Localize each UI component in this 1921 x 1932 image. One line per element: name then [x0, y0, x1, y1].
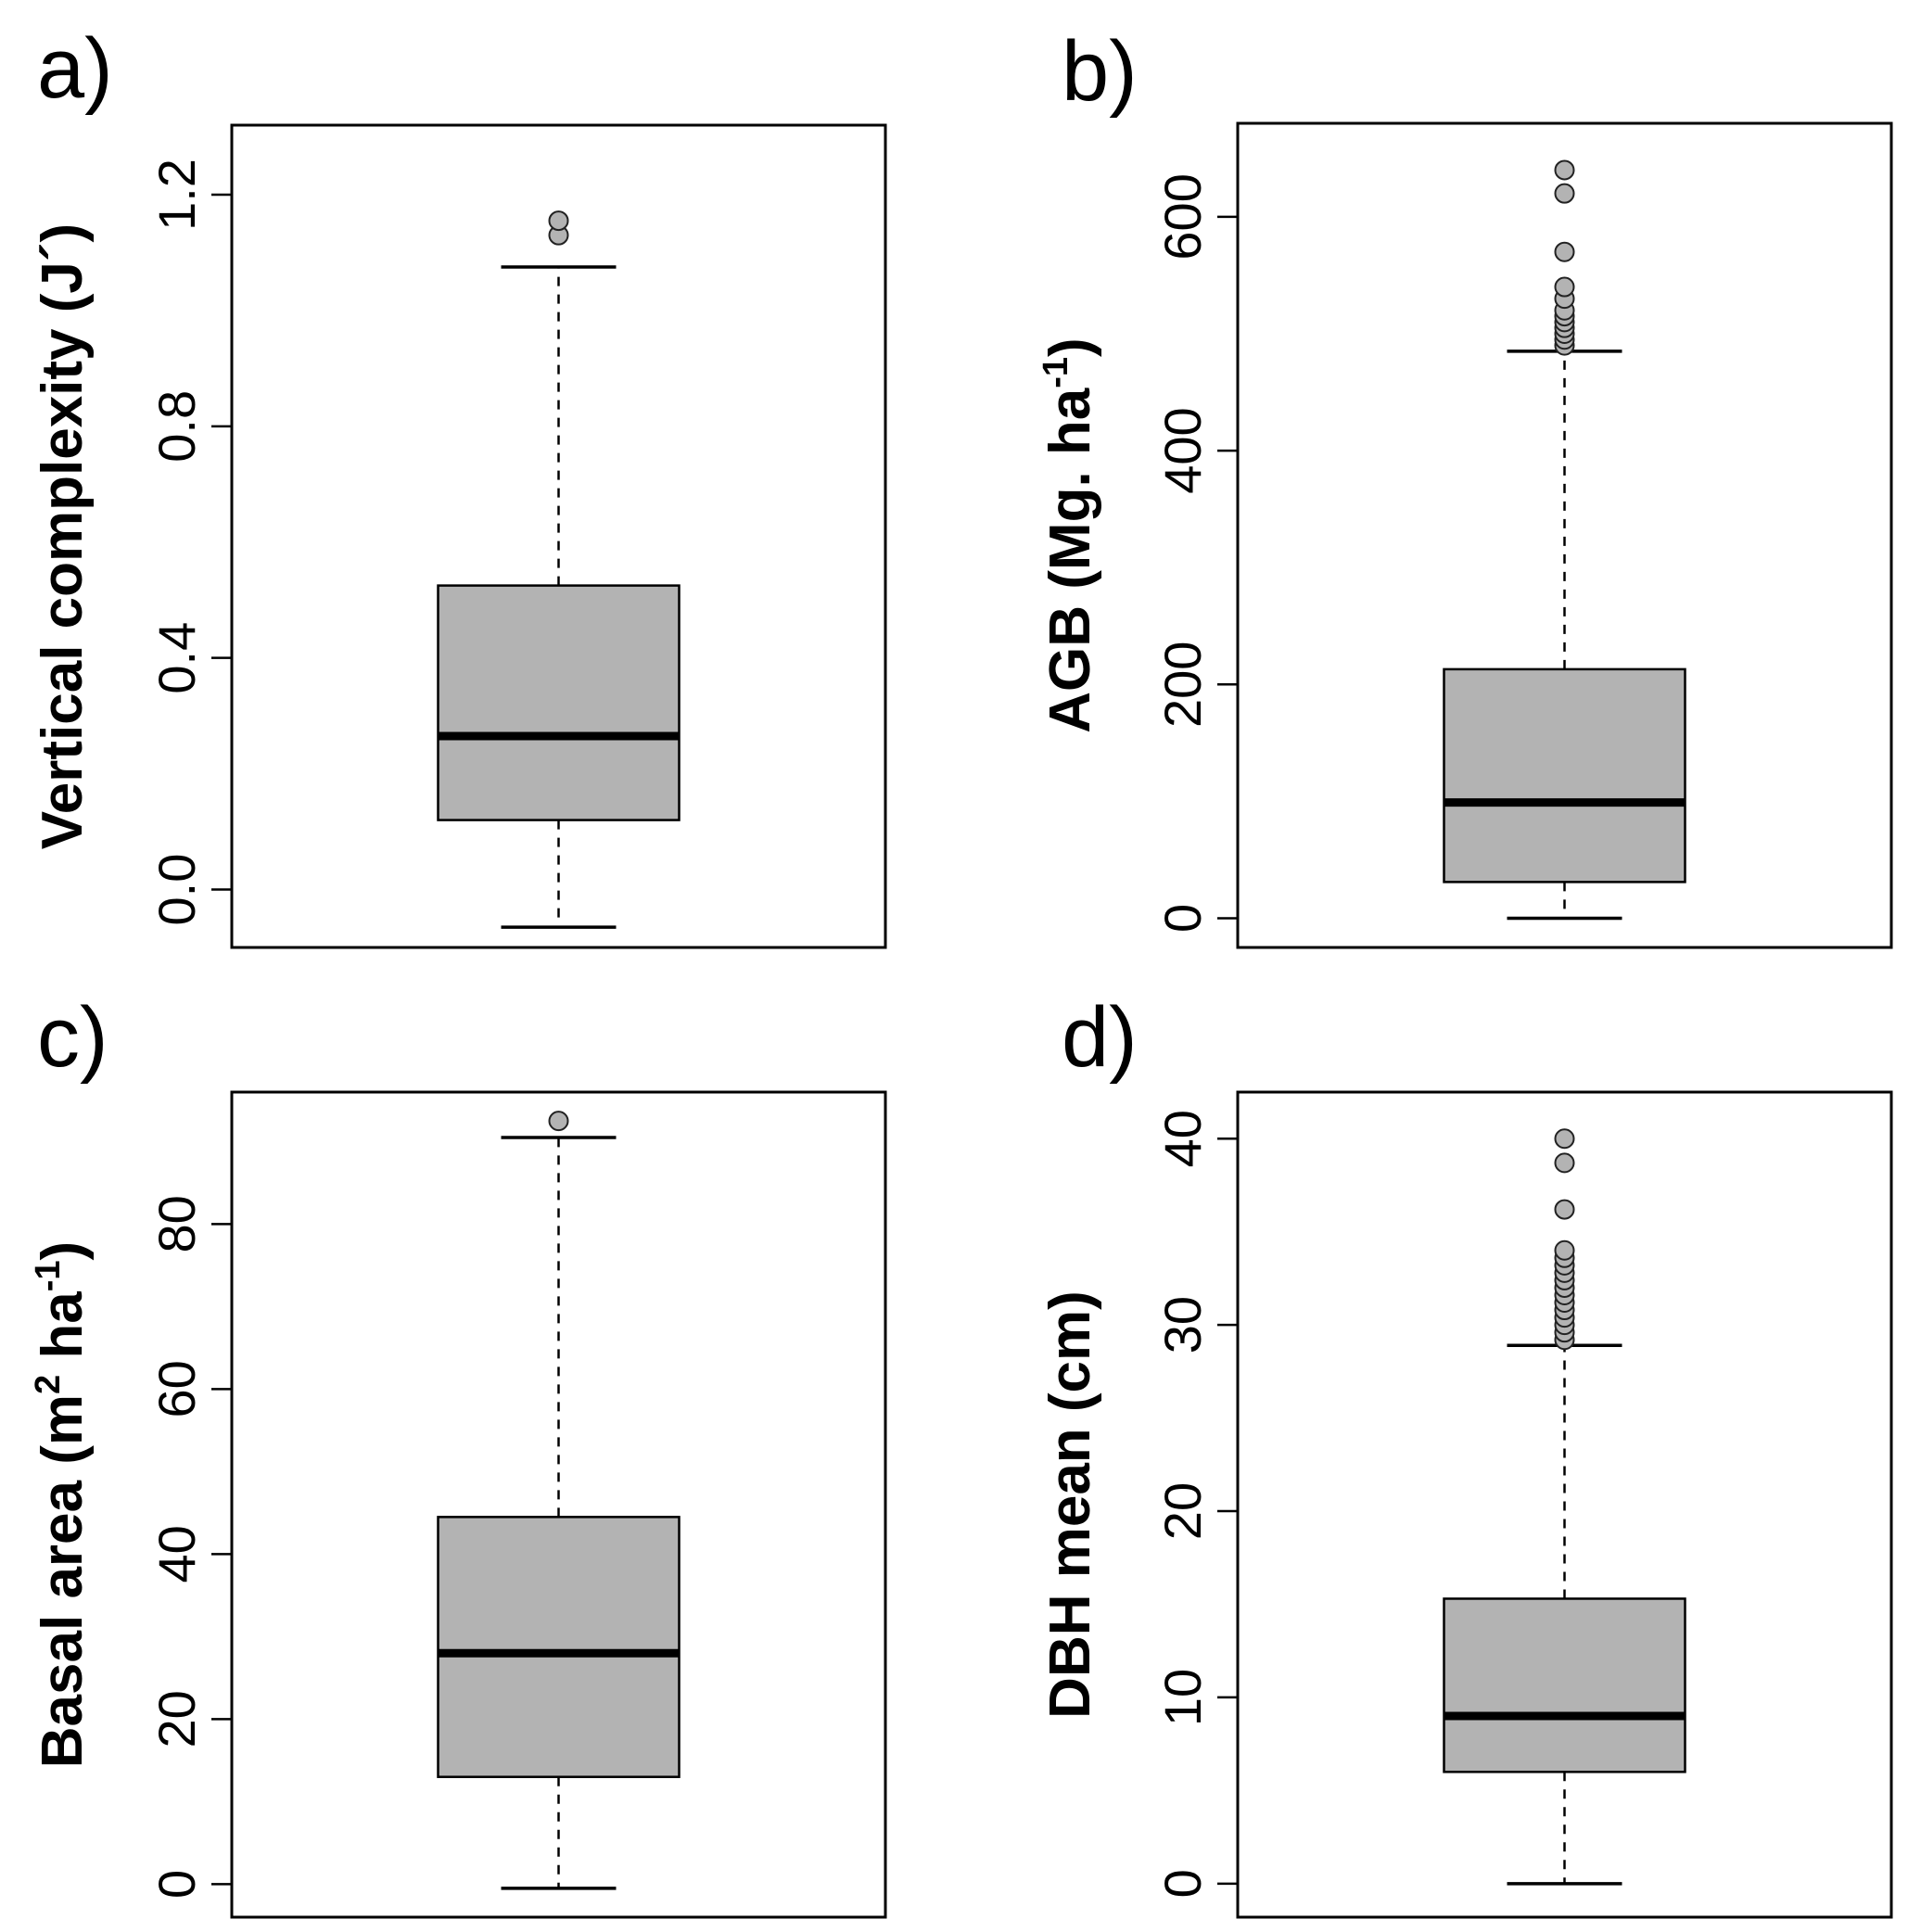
y-axis-label: DBH mean (cm) — [1038, 1290, 1102, 1719]
plot-frame — [230, 123, 887, 949]
y-axis-label: Basal area (m2 ha-1) — [29, 1241, 95, 1768]
outlier-point — [1554, 1152, 1575, 1174]
y-tick-label: 0 — [1153, 904, 1212, 933]
outlier-point — [1554, 159, 1575, 181]
panel-letter: c) — [37, 990, 108, 1085]
iqr-box — [1443, 667, 1686, 883]
y-tick-label: 40 — [147, 1525, 206, 1582]
y-axis-label: Vertical complexity (J´) — [31, 223, 95, 849]
iqr-box — [437, 1516, 681, 1778]
y-tick-label: 0 — [1153, 1869, 1212, 1898]
outlier-point — [1554, 183, 1575, 204]
outlier-point — [548, 1111, 569, 1132]
y-tick-label: 30 — [1153, 1296, 1212, 1354]
plot-frame — [1236, 1090, 1893, 1919]
outlier-point — [548, 210, 569, 232]
y-tick-label: 80 — [147, 1195, 206, 1252]
panel-c: c) 0 20 40 60 80 Basal area (m2 ha-1) — [29, 990, 887, 1919]
panel-letter: d) — [1062, 990, 1138, 1085]
panel-letter: b) — [1062, 24, 1138, 119]
y-tick-label: 0.0 — [147, 854, 206, 926]
y-tick-label: 400 — [1153, 407, 1212, 493]
plot-frame — [230, 1090, 887, 1919]
outlier-point — [1554, 1239, 1575, 1261]
plot-frame — [1236, 121, 1893, 949]
y-tick-label: 0.8 — [147, 390, 206, 463]
y-tick-label: 20 — [1153, 1482, 1212, 1540]
iqr-box — [437, 584, 681, 821]
panel-letter: a) — [37, 21, 113, 116]
outlier-point — [1554, 241, 1575, 262]
y-tick-label: 1.2 — [147, 159, 206, 231]
outlier-point — [1554, 276, 1575, 298]
y-tick-label: 200 — [1153, 642, 1212, 728]
outlier-point — [1554, 1128, 1575, 1150]
panel-b: b) 0 200 400 600 AGB (Mg. ha-1) — [1037, 24, 1893, 949]
panel-d: d) 0 10 20 30 40 DBH mean (cm) — [1038, 990, 1893, 1919]
outlier-point — [1554, 1199, 1575, 1220]
iqr-box — [1443, 1597, 1686, 1773]
y-axis-label: AGB (Mg. ha-1) — [1037, 337, 1102, 732]
y-tick-label: 0 — [147, 1870, 206, 1899]
y-tick-label: 40 — [1153, 1110, 1212, 1167]
y-tick-label: 60 — [147, 1360, 206, 1417]
y-tick-label: 600 — [1153, 173, 1212, 260]
y-tick-label: 10 — [1153, 1669, 1212, 1726]
y-tick-label: 0.4 — [147, 622, 206, 694]
y-tick-label: 20 — [147, 1690, 206, 1748]
panel-a: a) 0.0 0.4 0.8 1.2 Vertical complexity (J´) — [31, 21, 887, 949]
